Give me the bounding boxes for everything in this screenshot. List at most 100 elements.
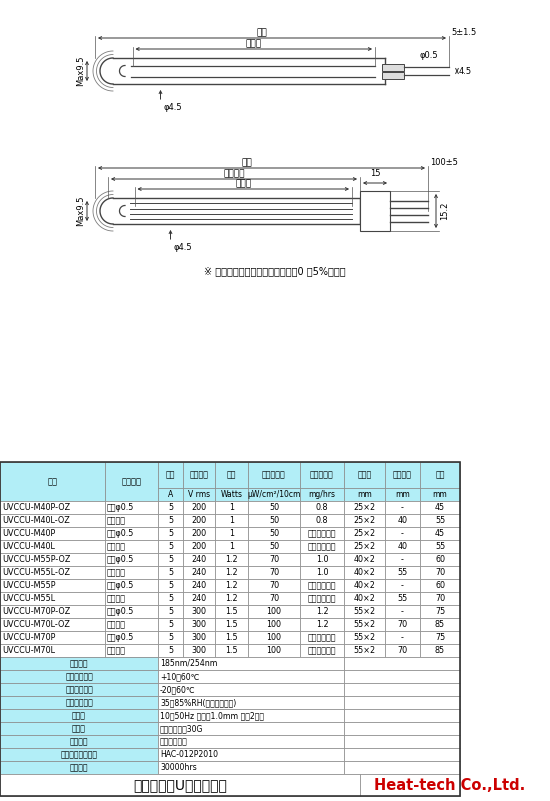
Bar <box>420 501 460 514</box>
Text: 0.8: 0.8 <box>316 503 328 512</box>
Text: 70: 70 <box>398 620 408 629</box>
Text: Heat-tech Co.,Ltd.: Heat-tech Co.,Ltd. <box>375 778 526 792</box>
Text: UVCCU-M55L-OZ: UVCCU-M55L-OZ <box>2 568 70 577</box>
Text: 70: 70 <box>269 581 279 590</box>
Text: 25×2: 25×2 <box>354 529 376 538</box>
Text: 5: 5 <box>168 503 173 512</box>
Bar <box>0 540 105 553</box>
Text: 55: 55 <box>397 594 408 603</box>
Bar <box>420 579 460 592</box>
Bar <box>183 553 215 566</box>
Text: -20～60℃: -20～60℃ <box>160 685 196 694</box>
Text: 50: 50 <box>269 542 279 551</box>
Bar <box>300 488 344 501</box>
Text: 70: 70 <box>269 594 279 603</box>
Text: インバーター: インバーター <box>160 737 188 746</box>
Bar <box>158 566 183 579</box>
Text: 55×2: 55×2 <box>354 607 376 616</box>
Text: 200: 200 <box>191 529 207 538</box>
Bar <box>0 644 105 657</box>
Text: 全長: 全長 <box>435 470 445 480</box>
Bar <box>300 527 344 540</box>
Text: 55×2: 55×2 <box>354 646 376 655</box>
Bar <box>344 670 460 683</box>
Text: リード線: リード線 <box>107 594 126 603</box>
Text: -: - <box>401 503 404 512</box>
Text: オゾンフリー: オゾンフリー <box>308 594 336 603</box>
Text: 75: 75 <box>435 633 445 642</box>
Text: 40: 40 <box>398 542 408 551</box>
Bar <box>420 540 460 553</box>
Text: 60: 60 <box>435 581 445 590</box>
Text: 45: 45 <box>435 503 445 512</box>
Bar <box>344 735 460 748</box>
Text: 300: 300 <box>191 620 206 629</box>
Text: 実効電圧: 実効電圧 <box>190 470 208 480</box>
Text: 推奪インバーター: 推奪インバーター <box>60 750 97 759</box>
Text: リード線: リード線 <box>107 646 126 655</box>
Bar <box>344 618 385 631</box>
Text: 動作温度範囲: 動作温度範囲 <box>65 672 93 681</box>
Bar <box>158 488 183 501</box>
Bar <box>215 488 248 501</box>
Text: リード線: リード線 <box>107 568 126 577</box>
Bar <box>158 696 344 709</box>
Text: 動作湿度範囲: 動作湿度範囲 <box>65 698 93 707</box>
Bar <box>344 709 460 722</box>
Bar <box>0 462 460 796</box>
Text: 240: 240 <box>191 568 207 577</box>
Text: 55: 55 <box>435 516 445 525</box>
Text: 1.5: 1.5 <box>225 633 238 642</box>
Bar <box>105 579 158 592</box>
Bar <box>344 579 385 592</box>
Text: 70: 70 <box>435 594 445 603</box>
Text: オゾンフリー: オゾンフリー <box>308 542 336 551</box>
Text: 300: 300 <box>191 607 206 616</box>
Bar <box>0 631 105 644</box>
Bar <box>0 774 360 796</box>
Bar <box>158 618 183 631</box>
Text: 5: 5 <box>168 555 173 564</box>
Text: φ4.5: φ4.5 <box>173 243 192 252</box>
Bar <box>158 722 344 735</box>
Text: 25×2: 25×2 <box>354 503 376 512</box>
Text: 1.5: 1.5 <box>225 607 238 616</box>
Text: 端子形状: 端子形状 <box>122 477 141 486</box>
Text: 1.2: 1.2 <box>316 607 328 616</box>
Text: 100: 100 <box>267 646 282 655</box>
Bar <box>248 553 300 566</box>
Text: 1.2: 1.2 <box>225 555 238 564</box>
Bar <box>0 462 105 501</box>
Bar <box>215 527 248 540</box>
Text: UVCCU-M55P-OZ: UVCCU-M55P-OZ <box>2 555 70 564</box>
Text: ピンφ0.5: ピンφ0.5 <box>107 633 134 642</box>
Bar <box>300 553 344 566</box>
Text: 50: 50 <box>269 529 279 538</box>
Bar <box>158 657 344 670</box>
Bar <box>105 540 158 553</box>
Text: 40: 40 <box>398 516 408 525</box>
Bar <box>215 631 248 644</box>
Bar <box>420 553 460 566</box>
Text: リード線: リード線 <box>107 542 126 551</box>
Bar <box>344 501 385 514</box>
Text: 0.8: 0.8 <box>316 516 328 525</box>
Text: 55×2: 55×2 <box>354 620 376 629</box>
Text: 点灯方式: 点灯方式 <box>70 737 88 746</box>
Bar <box>344 748 460 761</box>
Text: 15.2: 15.2 <box>440 202 449 220</box>
Text: 1: 1 <box>229 516 234 525</box>
Text: 耗衝撃: 耗衝撃 <box>72 724 86 733</box>
Bar <box>420 605 460 618</box>
Text: V rms: V rms <box>188 490 210 499</box>
Bar <box>385 631 420 644</box>
Text: 5: 5 <box>168 581 173 590</box>
Bar <box>105 644 158 657</box>
Bar <box>300 566 344 579</box>
Bar <box>0 722 158 735</box>
Text: UVCCU-M70L: UVCCU-M70L <box>2 646 55 655</box>
Bar <box>248 605 300 618</box>
Bar <box>344 696 460 709</box>
Bar <box>215 644 248 657</box>
Bar <box>158 631 183 644</box>
